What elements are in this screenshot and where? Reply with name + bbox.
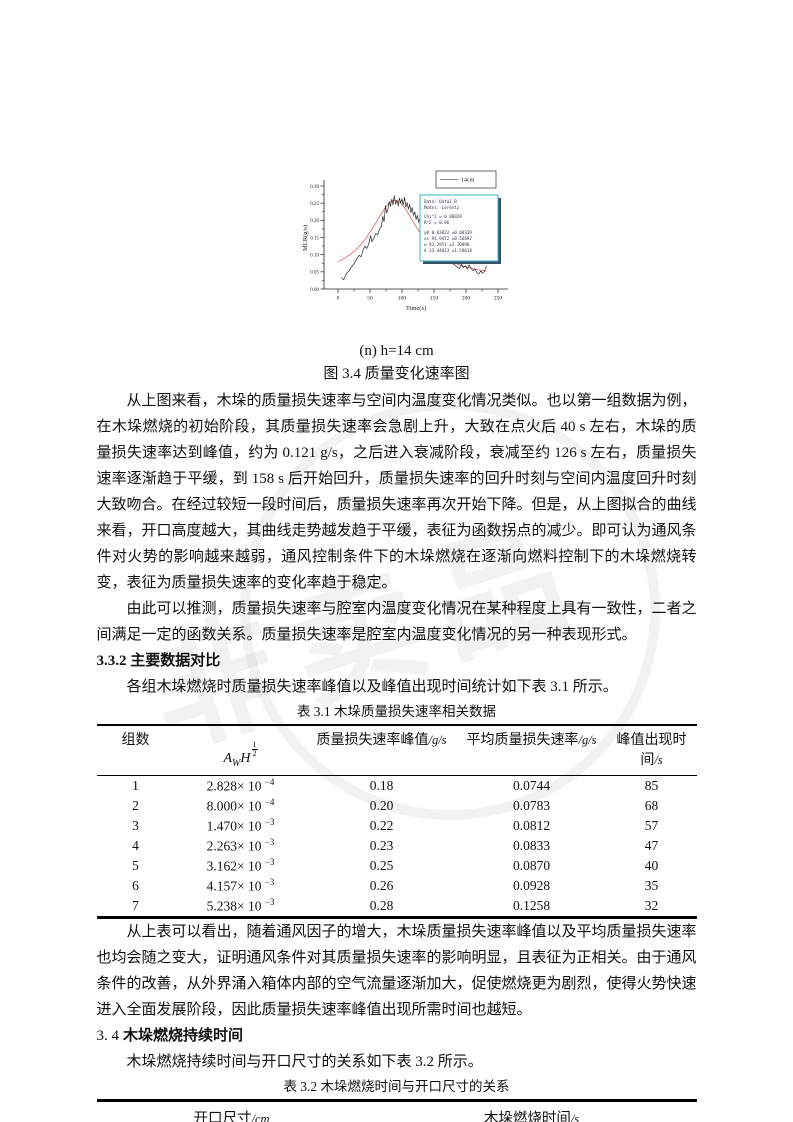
svg-text:y0 0.03022 ±0.00339: y0 0.03022 ±0.00339 <box>424 230 472 235</box>
col-header-opening-size: 开口尺寸/cm <box>193 1111 270 1122</box>
svg-text:0.30: 0.30 <box>310 185 319 190</box>
svg-text:Model: Lorentz: Model: Lorentz <box>424 205 460 210</box>
table2-caption: 表 3.2 木垛燃烧时间与开口尺寸的关系 <box>283 1079 510 1094</box>
figure-panel-label: (n) h=14 cm <box>359 343 434 359</box>
svg-text:150: 150 <box>429 296 438 302</box>
time-cell: 32 <box>644 898 659 913</box>
group-cell: 1 <box>132 778 139 793</box>
mlr-line-chart: 0 50 100 150 200 250 0.00 0.05 0.10 0.15 0.20 0.25 0… <box>302 170 508 312</box>
svg-text:14cm: 14cm <box>461 178 475 184</box>
time-cell: 35 <box>644 878 659 893</box>
paragraph: 木垛燃烧持续时间与开口尺寸的关系如下表 3.2 所示。 <box>126 1054 483 1070</box>
awh-cell: 1.470× 10 −3 <box>206 817 275 834</box>
paragraph: 从上图来看，木垛的质量损失速率与空间内温度变化情况类似。也以第一组数据为例，在木… <box>96 393 697 591</box>
avg-cell: 0.0870 <box>512 858 551 873</box>
table-row: 3 1.470× 10 −3 0.22 0.0812 57 <box>97 816 697 836</box>
svg-text:xc 91.9472 ±0.56697: xc 91.9472 ±0.56697 <box>424 236 472 241</box>
group-cell: 7 <box>132 898 139 913</box>
svg-text:Data: Data1_B: Data: Data1_B <box>424 199 457 204</box>
group-cell: 3 <box>132 818 139 833</box>
group-cell: 2 <box>132 798 139 813</box>
peak-cell: 0.28 <box>369 898 394 913</box>
section-heading-3-4: 3. 4 木垛燃烧持续时间 <box>96 1028 244 1044</box>
svg-text:A 33.44013 ±1.59618: A 33.44013 ±1.59618 <box>424 248 472 253</box>
avg-cell: 0.0812 <box>512 818 551 833</box>
avg-cell: 0.1258 <box>512 898 551 913</box>
avg-cell: 0.0783 <box>512 798 551 813</box>
table1-header-row: 组数 AWH 1 2 质量损失速率峰值/g/s 平均质量损失速率/g/s 峰值出现时… <box>96 725 697 776</box>
time-cell: 40 <box>644 858 659 873</box>
time-cell: 47 <box>644 838 659 853</box>
table1-caption: 表 3.1 木垛质量损失速率相关数据 <box>296 704 497 719</box>
awh-cell: 3.162× 10 −3 <box>206 857 275 874</box>
peak-cell: 0.22 <box>369 818 394 833</box>
svg-text:0.15: 0.15 <box>310 236 319 241</box>
table1-body: 1 2.828× 10 −4 0.18 0.0744 85 2 8.000× 10 −4 0.… <box>97 776 697 918</box>
group-cell: 6 <box>132 878 139 893</box>
paragraph: 从上表可以看出，随着通风因子的增大，木垛质量损失速率峰值以及平均质量损失速率也均… <box>96 924 697 1018</box>
col-header-avg-mlr: 平均质量损失速率/g/s <box>456 725 607 776</box>
paragraph: 各组木垛燃烧时质量损失速率峰值以及峰值出现时间统计如下表 3.1 所示。 <box>126 679 618 695</box>
peak-cell: 0.20 <box>369 798 394 813</box>
svg-text:0.20: 0.20 <box>310 219 319 224</box>
awh-cell: 5.238× 10 −3 <box>206 897 275 914</box>
peak-cell: 0.26 <box>369 878 394 893</box>
svg-text:0.05: 0.05 <box>310 271 319 276</box>
svg-text:Time(s): Time(s) <box>405 305 425 312</box>
awh-cell: 2.263× 10 −3 <box>206 837 275 854</box>
col-header-peak-time: 峰值出现时间/s <box>606 725 697 776</box>
page-body: 从上图来看，木垛的质量损失速率与空间内温度变化情况类似。也以第一组数据为例，在木… <box>96 388 697 1122</box>
awh-cell: 2.828× 10 −4 <box>206 777 275 794</box>
svg-text:R^2 = 0.96: R^2 = 0.96 <box>424 220 450 225</box>
avg-cell: 0.0744 <box>512 778 551 793</box>
svg-text:100: 100 <box>397 296 406 302</box>
table-row: 7 5.238× 10 −3 0.28 0.1258 32 <box>97 896 697 918</box>
time-cell: 85 <box>644 778 659 793</box>
svg-text:w 93.2951 ±2.19098: w 93.2951 ±2.19098 <box>424 242 470 247</box>
avg-cell: 0.0833 <box>512 838 551 853</box>
peak-cell: 0.23 <box>369 838 394 853</box>
paragraph: 由此可以推测，质量损失速率与腔室内温度变化情况在某种程度上具有一致性，二者之间满… <box>96 601 697 643</box>
svg-text:0.25: 0.25 <box>310 202 319 207</box>
svg-text:MLR(g/s): MLR(g/s) <box>302 225 309 251</box>
col-header-group: 组数 <box>96 725 175 776</box>
time-cell: 68 <box>644 798 659 813</box>
figure-3-4: 0 50 100 150 200 250 0.00 0.05 0.10 0.15 0.20 0.25 0… <box>0 168 793 384</box>
svg-text:250: 250 <box>493 296 502 302</box>
peak-cell: 0.25 <box>369 858 394 873</box>
table-row: 2 8.000× 10 −4 0.20 0.0783 68 <box>97 796 697 816</box>
svg-text:Chi^2 = 0.00028: Chi^2 = 0.00028 <box>424 214 462 219</box>
table-3-1: 组数 AWH 1 2 质量损失速率峰值/g/s 平均质量损失速率/g/s 峰值出现时… <box>96 724 697 919</box>
figure-caption: 图 3.4 质量变化速率图 <box>323 366 470 382</box>
table-row: 1 2.828× 10 −4 0.18 0.0744 85 <box>97 776 697 797</box>
group-cell: 5 <box>132 858 139 873</box>
svg-text:50: 50 <box>367 296 373 302</box>
col-header-burn-time: 木垛燃烧时间/s <box>483 1111 580 1122</box>
table-row: 6 4.157× 10 −3 0.26 0.0928 35 <box>97 876 697 896</box>
time-cell: 57 <box>644 818 659 833</box>
table2-header-row: 开口尺寸/cm 木垛燃烧时间/s <box>97 1101 697 1122</box>
svg-text:0.00: 0.00 <box>310 288 319 293</box>
awh-cell: 8.000× 10 −4 <box>206 797 275 814</box>
section-heading-3-3-2: 3.3.2 主要数据对比 <box>96 653 221 669</box>
col-header-peak-mlr: 质量损失速率峰值/g/s <box>306 725 457 776</box>
avg-cell: 0.0928 <box>512 878 551 893</box>
table-3-2: 开口尺寸/cm 木垛燃烧时间/s <box>96 1099 697 1122</box>
col-header-ventilation-factor: AWH 1 2 <box>174 725 307 776</box>
group-cell: 4 <box>132 838 139 853</box>
svg-text:0.10: 0.10 <box>310 253 319 258</box>
table-row: 5 3.162× 10 −3 0.25 0.0870 40 <box>97 856 697 876</box>
svg-text:200: 200 <box>461 296 470 302</box>
table-row: 4 2.263× 10 −3 0.23 0.0833 47 <box>97 836 697 856</box>
peak-cell: 0.18 <box>369 778 394 793</box>
awh-cell: 4.157× 10 −3 <box>206 877 275 894</box>
svg-text:0: 0 <box>336 296 339 302</box>
